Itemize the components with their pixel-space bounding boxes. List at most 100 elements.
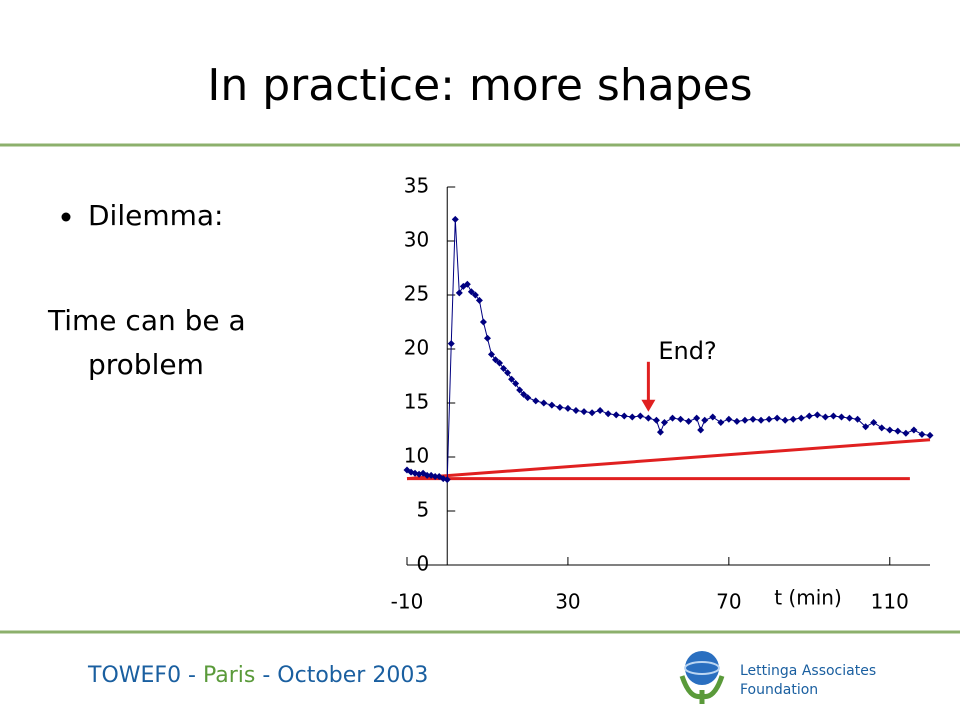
data-point (496, 359, 504, 367)
data-point (741, 416, 749, 424)
x-tick-label: 110 (871, 590, 909, 614)
footer-part: - October 2003 (255, 663, 428, 688)
data-point (813, 411, 821, 419)
data-point (612, 411, 620, 419)
data-point (878, 424, 886, 432)
y-tick-label: 5 (416, 498, 429, 522)
org-name: Lettinga Associates (740, 663, 876, 679)
x-tick-label: 70 (716, 590, 741, 614)
data-point (789, 415, 797, 423)
annotation: End? (658, 337, 716, 365)
data-point (765, 415, 773, 423)
data-point (805, 412, 813, 420)
data-point (455, 289, 463, 297)
data-point (463, 280, 471, 288)
data-point (862, 423, 870, 431)
data-point (572, 407, 580, 415)
data-point (854, 415, 862, 423)
y-tick-label: 35 (404, 174, 429, 198)
data-point (431, 472, 439, 480)
data-point (471, 291, 479, 299)
data-point (628, 413, 636, 421)
y-tick-label: 0 (416, 552, 429, 576)
data-point (620, 412, 628, 420)
x-tick-label: 30 (555, 590, 580, 614)
data-point (894, 427, 902, 435)
data-point (512, 380, 520, 388)
y-tick-label: 25 (404, 282, 429, 306)
data-point (693, 414, 701, 422)
data-point (725, 415, 733, 423)
data-point (447, 340, 455, 348)
body-line: problem (88, 348, 204, 381)
data-point (870, 418, 878, 426)
data-point (520, 390, 528, 398)
data-point (846, 414, 854, 422)
data-point (423, 471, 431, 479)
data-point (596, 407, 604, 415)
data-point (532, 397, 540, 405)
data-point (773, 414, 781, 422)
data-point (733, 417, 741, 425)
data-point (717, 418, 725, 426)
data-point (483, 334, 491, 342)
data-point (685, 417, 693, 425)
data-point (548, 401, 556, 409)
data-point (918, 430, 926, 438)
data-point (500, 364, 508, 372)
data-point (926, 431, 934, 439)
data-point (652, 416, 660, 424)
data-point (588, 409, 596, 417)
data-point (749, 415, 757, 423)
y-tick-label: 20 (404, 336, 429, 360)
data-point (701, 416, 709, 424)
logo (679, 651, 725, 704)
data-point (797, 414, 805, 422)
data-point (451, 215, 459, 223)
reference-line (406, 438, 931, 481)
annotation-arrowhead (641, 399, 656, 412)
data-point (504, 369, 512, 377)
data-point (697, 426, 705, 434)
data-point (837, 413, 845, 421)
data-point (656, 428, 664, 436)
bullet-dot (61, 212, 71, 222)
data-point (508, 375, 516, 383)
data-point (475, 296, 483, 304)
data-point (910, 426, 918, 434)
data-point (781, 416, 789, 424)
data-point (604, 410, 612, 418)
data-point (556, 403, 564, 411)
data-point (902, 429, 910, 437)
title: In practice: more shapes (207, 60, 752, 111)
data-point (479, 318, 487, 326)
footer: TOWEF0 - Paris - October 2003 (87, 663, 428, 688)
data-point (564, 404, 572, 412)
body-line: Time can be a (47, 304, 246, 337)
data-point (829, 412, 837, 420)
data-point (540, 399, 548, 407)
data-point (757, 416, 765, 424)
data-point (467, 288, 475, 296)
data-point (644, 414, 652, 422)
data-point (443, 476, 451, 484)
data-point (886, 426, 894, 434)
data-point (516, 386, 524, 394)
org-name: Foundation (740, 682, 818, 698)
data-point (636, 412, 644, 420)
footer-part: TOWEF0 - (87, 663, 203, 688)
data-point (660, 418, 668, 426)
x-tick-label: -10 (391, 590, 424, 614)
data-point (669, 414, 677, 422)
data-point (492, 356, 500, 364)
bullet: Dilemma: (88, 199, 224, 232)
x-axis-label: t (min) (774, 586, 842, 610)
y-tick-label: 30 (404, 228, 429, 252)
data-point (821, 413, 829, 421)
y-tick-label: 10 (404, 444, 429, 468)
data-point (524, 394, 532, 402)
data-point (580, 408, 588, 416)
footer-part: Paris (203, 663, 255, 688)
